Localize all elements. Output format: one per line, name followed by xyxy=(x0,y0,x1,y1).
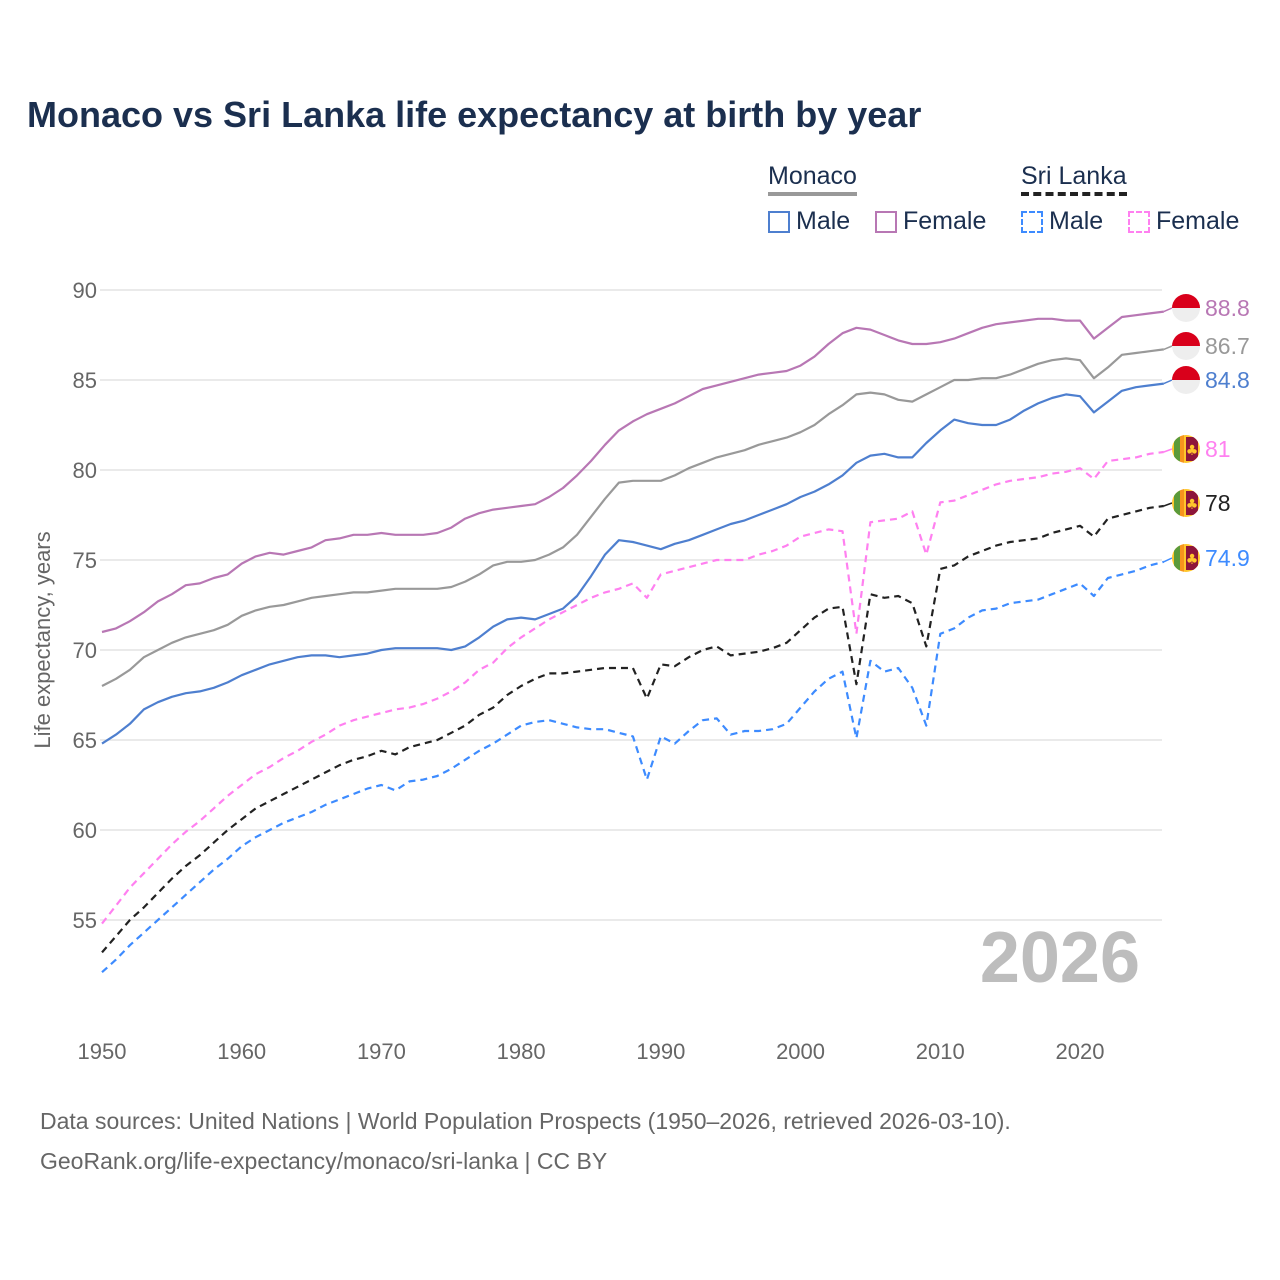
chart-title: Monaco vs Sri Lanka life expectancy at b… xyxy=(27,94,922,135)
end-value-label: 84.8 xyxy=(1205,367,1250,393)
monaco-flag-icon xyxy=(1172,294,1200,322)
x-tick-label: 2020 xyxy=(1055,1039,1104,1064)
legend-swatch xyxy=(768,210,790,233)
footer-link[interactable]: GeoRank.org/life-expectancy/monaco/sri-l… xyxy=(40,1148,608,1174)
x-tick-label: 1970 xyxy=(357,1039,406,1064)
end-value-label: 81 xyxy=(1205,436,1231,462)
legend-label: Female xyxy=(1156,207,1240,235)
x-tick-label: 2010 xyxy=(916,1039,965,1064)
legend-item-sri-lanka-female[interactable]: Female xyxy=(1128,207,1239,236)
leader-line xyxy=(1163,557,1173,563)
current-year-label: 2026 xyxy=(980,918,1140,998)
series-line-sri-lanka-male xyxy=(101,560,1165,974)
series-line-monaco-female xyxy=(101,310,1164,634)
leader-line xyxy=(1163,307,1173,313)
y-tick-label: 75 xyxy=(73,548,97,573)
series-line-monaco xyxy=(101,348,1164,687)
end-value-label: 74.9 xyxy=(1205,545,1250,571)
leader-line xyxy=(1163,379,1173,385)
series-line-sri-lanka-female xyxy=(101,450,1164,925)
y-tick-label: 55 xyxy=(73,908,97,933)
svg-text:♣: ♣ xyxy=(1186,552,1199,568)
legend-item-monaco-female[interactable]: Female xyxy=(875,207,986,236)
legend-swatch xyxy=(1021,210,1043,233)
legend-country-sri-lanka: Sri Lanka xyxy=(1021,162,1127,196)
end-value-label: 88.8 xyxy=(1205,295,1250,321)
y-tick-label: 80 xyxy=(73,458,97,483)
svg-text:♣: ♣ xyxy=(1186,443,1199,459)
svg-text:♣: ♣ xyxy=(1186,497,1199,513)
leader-line xyxy=(1163,345,1173,351)
series-line-sri-lanka xyxy=(101,504,1164,954)
x-tick-label: 1960 xyxy=(217,1039,266,1064)
sri-lanka-flag-icon: ♣ xyxy=(1172,544,1200,572)
y-tick-label: 70 xyxy=(73,638,97,663)
legend-label: Male xyxy=(796,207,851,235)
sri-lanka-flag-icon: ♣ xyxy=(1172,489,1200,517)
legend-swatch xyxy=(1128,210,1150,233)
legend-label: Male xyxy=(1049,207,1104,235)
x-tick-label: 2000 xyxy=(776,1039,825,1064)
series-line-monaco-male xyxy=(101,382,1164,745)
leader-line xyxy=(1163,502,1173,507)
x-tick-label: 1990 xyxy=(636,1039,685,1064)
legend-label: Female xyxy=(903,207,987,235)
sri-lanka-flag-icon: ♣ xyxy=(1172,435,1200,463)
leader-line xyxy=(1163,448,1173,453)
x-tick-label: 1950 xyxy=(78,1039,127,1064)
end-value-label: 86.7 xyxy=(1205,333,1250,359)
legend-country-monaco: Monaco xyxy=(768,162,857,196)
y-tick-label: 65 xyxy=(73,728,97,753)
legend-item-monaco-male[interactable]: Male xyxy=(768,207,850,236)
monaco-flag-icon xyxy=(1172,366,1200,394)
footer-sources: Data sources: United Nations | World Pop… xyxy=(40,1108,1011,1134)
end-value-label: 78 xyxy=(1205,490,1231,516)
monaco-flag-icon xyxy=(1172,332,1200,360)
y-tick-label: 90 xyxy=(73,278,97,303)
legend-swatch xyxy=(875,210,897,233)
y-tick-label: 85 xyxy=(73,368,97,393)
x-tick-label: 1980 xyxy=(497,1039,546,1064)
legend-item-sri-lanka-male[interactable]: Male xyxy=(1021,207,1103,236)
y-tick-label: 60 xyxy=(73,818,97,843)
y-axis-label: Life expectancy, years xyxy=(30,531,55,748)
